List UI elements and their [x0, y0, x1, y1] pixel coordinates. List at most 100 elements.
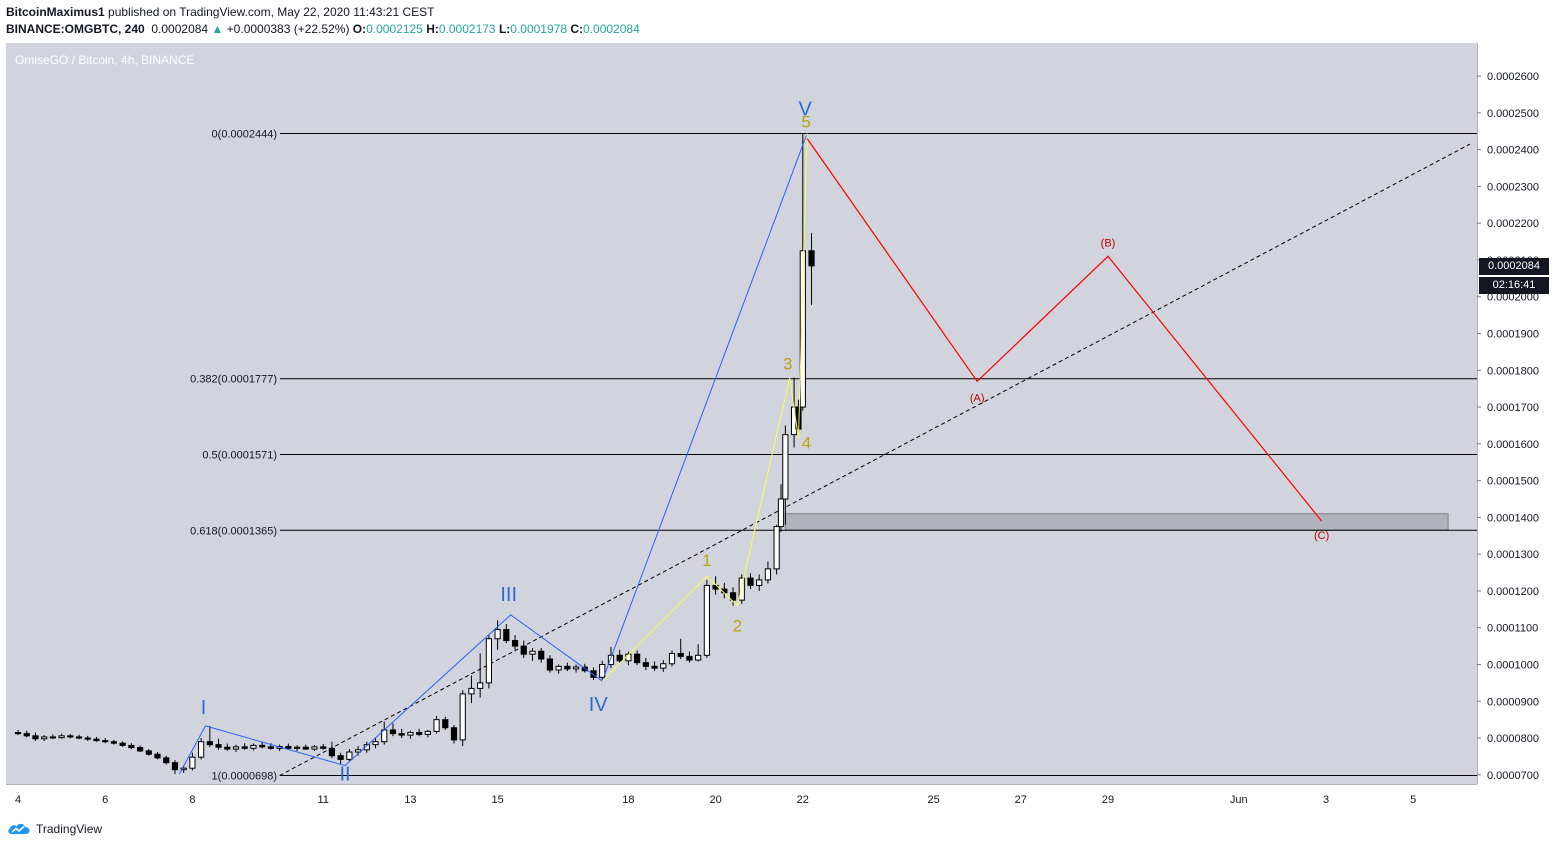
- candle-body: [555, 665, 562, 671]
- candle-body: [75, 736, 83, 739]
- candle-body: [189, 756, 196, 769]
- x-tick-label: 5: [1410, 794, 1416, 806]
- x-tick-label: 13: [404, 794, 416, 806]
- x-tick-label: 27: [1015, 794, 1027, 806]
- candle-body: [424, 730, 431, 735]
- y-tick-label: 0.0001800: [1487, 365, 1539, 377]
- candle-body: [14, 732, 22, 735]
- y-tick-label: 0.0002400: [1487, 145, 1539, 157]
- correction-wave-label: (B): [1101, 237, 1116, 249]
- candle-body: [642, 662, 649, 667]
- y-tick-label: 0.0002500: [1487, 108, 1539, 120]
- up-arrow-icon: ▲: [211, 22, 224, 36]
- candle-body: [224, 746, 231, 750]
- candle-body: [590, 670, 597, 678]
- trendline: [279, 143, 1471, 776]
- candle-body: [328, 747, 336, 757]
- close-value: 0.0002084: [583, 22, 640, 36]
- y-tick-label: 0.0002300: [1487, 181, 1539, 193]
- correction-wave-label: (A): [970, 392, 985, 404]
- symbol-label: BINANCE:OMGBTC, 240: [6, 22, 145, 36]
- author-name[interactable]: BitcoinMaximus1: [6, 5, 105, 19]
- candle-body: [477, 682, 484, 689]
- candle-body: [23, 733, 30, 737]
- x-tick-label: 25: [927, 794, 939, 806]
- x-tick-label: 4: [15, 794, 21, 806]
- candle-body: [250, 744, 257, 749]
- candle-body: [206, 741, 213, 746]
- candle-body: [84, 737, 91, 740]
- published-text: published on TradingView.com, May 22, 20…: [104, 5, 435, 19]
- candle-body: [503, 629, 510, 642]
- candle-body: [450, 727, 458, 741]
- minor-wave-label: 4: [802, 433, 811, 452]
- candle-body: [468, 687, 475, 695]
- y-tick-label: 0.0002600: [1487, 71, 1539, 83]
- ohlc-line: BINANCE:OMGBTC, 240 0.0002084 ▲ +0.00003…: [6, 21, 640, 38]
- candle-body: [564, 665, 571, 670]
- candle-body: [293, 746, 301, 749]
- candle-body: [529, 650, 536, 655]
- y-tick-label: 0.0002000: [1487, 292, 1539, 304]
- candle-body: [128, 744, 135, 749]
- time-axis[interactable]: [6, 784, 1477, 813]
- candle-body: [764, 568, 772, 581]
- candle-body: [660, 663, 667, 669]
- candle-body: [32, 735, 39, 740]
- candle-body: [398, 733, 405, 736]
- footer-brand-label: TradingView: [36, 822, 103, 836]
- candle-body: [773, 526, 780, 570]
- major-wave-label: I: [201, 697, 207, 719]
- candle-body: [777, 498, 785, 528]
- candle-body: [302, 746, 309, 750]
- candle-body: [668, 652, 676, 665]
- y-tick-label: 0.0001200: [1487, 586, 1539, 598]
- close-label: C:: [570, 22, 584, 36]
- candle-body: [520, 645, 527, 655]
- open-label: O:: [352, 22, 367, 36]
- y-tick-label: 0.0000800: [1487, 733, 1539, 745]
- high-value: 0.0002173: [438, 22, 496, 36]
- candle-body: [695, 654, 702, 661]
- candle-body: [102, 740, 109, 743]
- y-tick-label: 0.0000700: [1487, 770, 1539, 782]
- candle-body: [311, 746, 318, 750]
- candle-body: [511, 640, 519, 647]
- candle-body: [154, 753, 161, 759]
- x-tick-label: 11: [317, 794, 328, 806]
- candle-body: [363, 744, 370, 751]
- x-tick-label: 6: [102, 794, 108, 806]
- footer-brand[interactable]: TradingView: [6, 822, 102, 836]
- minor-wave-label: 1: [702, 551, 711, 570]
- plot-area[interactable]: [6, 43, 1477, 784]
- candle-body: [799, 250, 806, 408]
- candle-body: [58, 735, 65, 739]
- x-tick-label: 22: [797, 794, 809, 806]
- candle-body: [163, 757, 170, 764]
- candle-body: [808, 250, 815, 267]
- tradingview-cloud-icon: [8, 823, 30, 834]
- candle-body: [651, 665, 658, 669]
- correction-path: [806, 138, 1323, 522]
- minor-wave-label: 5: [801, 112, 810, 131]
- candle-body: [215, 744, 222, 748]
- candle-body: [407, 732, 414, 736]
- candle-body: [41, 736, 48, 740]
- candle-body: [738, 577, 745, 601]
- candle-body: [267, 746, 274, 749]
- candle-body: [337, 755, 344, 760]
- candle-body: [729, 592, 737, 601]
- high-label: H:: [426, 22, 439, 36]
- major-wave-label: III: [500, 584, 517, 606]
- y-tick-label: 0.0001900: [1487, 329, 1539, 341]
- candle-body: [180, 767, 187, 771]
- fib-level-label: 0.382(0.0001777): [190, 374, 277, 386]
- price-axis[interactable]: [1477, 43, 1556, 784]
- minor-wave-path: [601, 133, 808, 682]
- candle-body: [241, 746, 248, 749]
- candle-body: [119, 742, 126, 746]
- candle-body: [433, 719, 440, 732]
- candle-body: [372, 741, 379, 746]
- candle-body: [686, 655, 693, 661]
